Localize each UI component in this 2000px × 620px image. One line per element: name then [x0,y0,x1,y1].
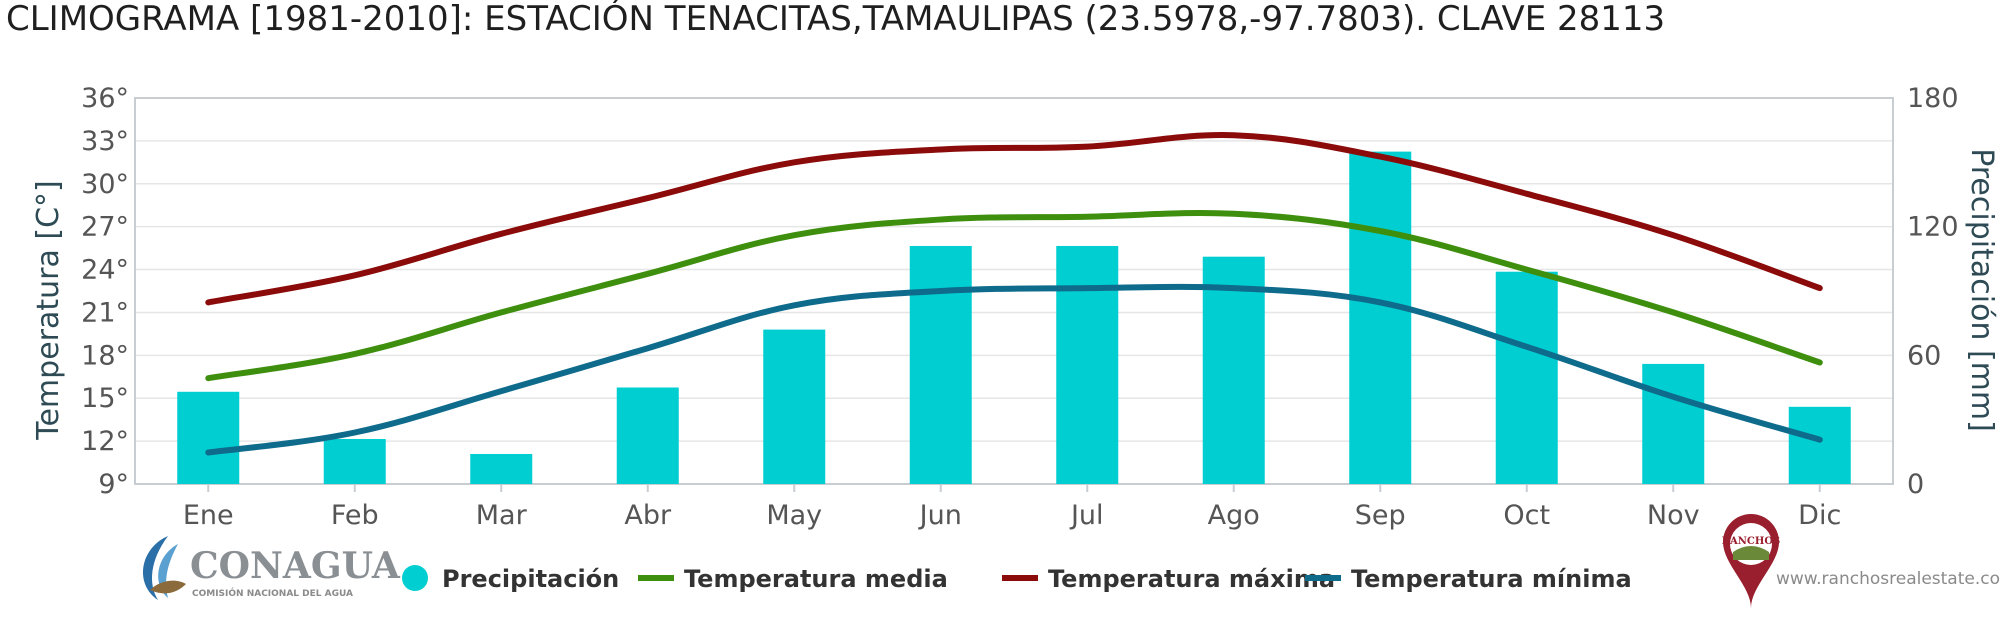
legend-label: Temperatura mínima [1351,565,1632,593]
left-tick-label: 9° [98,469,129,500]
left-tick-label: 12° [81,426,129,457]
chart-title: CLIMOGRAMA [1981-2010]: ESTACIÓN TENACIT… [6,0,1665,39]
temperature-lines [205,131,1823,456]
precipitation-bar [1202,256,1265,484]
x-tick-label: Abr [624,500,672,531]
right-tick-label: 60 [1907,340,1941,371]
x-tick-label: Mar [476,500,528,531]
precipitation-bar [909,245,972,484]
conagua-subtitle: COMISIÓN NACIONAL DEL AGUA [192,587,353,599]
precipitation-bar [1642,363,1705,484]
left-tick-label: 15° [81,383,129,414]
right-tick-label: 0 [1907,469,1924,500]
x-tick-label: Feb [331,500,379,531]
x-tick-label: Ene [183,500,234,531]
left-tick-label: 21° [81,297,129,328]
legend-label: Temperatura máxima [1048,565,1335,593]
conagua-name: CONAGUA [190,545,401,587]
left-axis-title: Temperatura [C°] [31,180,66,441]
precipitation-bar [1056,245,1119,484]
ranchos-name: RANCHOS [1722,536,1781,547]
x-axis-ticks: Ene Feb Mar Abr May Jun Jul Ago Sep Oct Nov Dic [183,484,1841,531]
left-tick-label: 30° [81,169,129,200]
precipitation-bars [177,151,1851,484]
conagua-logo: CONAGUA COMISIÓN NACIONAL DEL AGUA [143,536,401,600]
right-axis-ticks: 0 60 120 180 [1907,83,1959,500]
x-tick-label: Oct [1503,500,1550,531]
precipitation-bar [763,329,826,484]
x-tick-label: Ago [1208,500,1260,531]
left-tick-label: 24° [81,255,129,286]
precipitation-bar [1349,151,1412,484]
precipitation-bar [470,453,533,484]
right-tick-label: 180 [1907,83,1959,114]
x-tick-label: Sep [1355,500,1406,531]
precipitation-bar [323,438,386,484]
legend-marker-precipitacion [402,565,428,591]
plot-frame [134,97,1894,485]
left-tick-label: 27° [81,212,129,243]
ranchos-logo: RANCHOS [1722,514,1781,608]
temperatura-media-line [205,209,1823,382]
precipitation-bar [616,387,679,484]
temperatura-maxima-line [205,131,1823,306]
precipitation-bar [1788,406,1851,484]
left-tick-label: 18° [81,340,129,371]
right-axis-title: Precipitación [mm] [1964,148,1999,432]
x-tick-label: Dic [1798,500,1841,531]
legend-label: Precipitación [442,565,619,593]
left-axis-ticks: 9° 12° 15° 18° 21° 24° 27° 30° 33° 36° [81,83,129,500]
x-tick-label: May [766,500,822,531]
left-tick-label: 33° [81,126,129,157]
precipitation-bar [177,391,240,484]
legend: Precipitación Temperatura media Temperatur… [402,565,1632,593]
x-tick-label: Jul [1069,500,1104,531]
temperatura-minima-line [205,283,1823,456]
legend-label: Temperatura media [684,565,948,593]
x-tick-label: Nov [1647,500,1700,531]
left-tick-label: 36° [81,83,129,114]
ranchos-url: www.ranchosrealestate.com [1776,569,2000,589]
x-tick-label: Jun [918,500,962,531]
precipitation-bar [1495,271,1558,484]
right-tick-label: 120 [1907,212,1959,243]
